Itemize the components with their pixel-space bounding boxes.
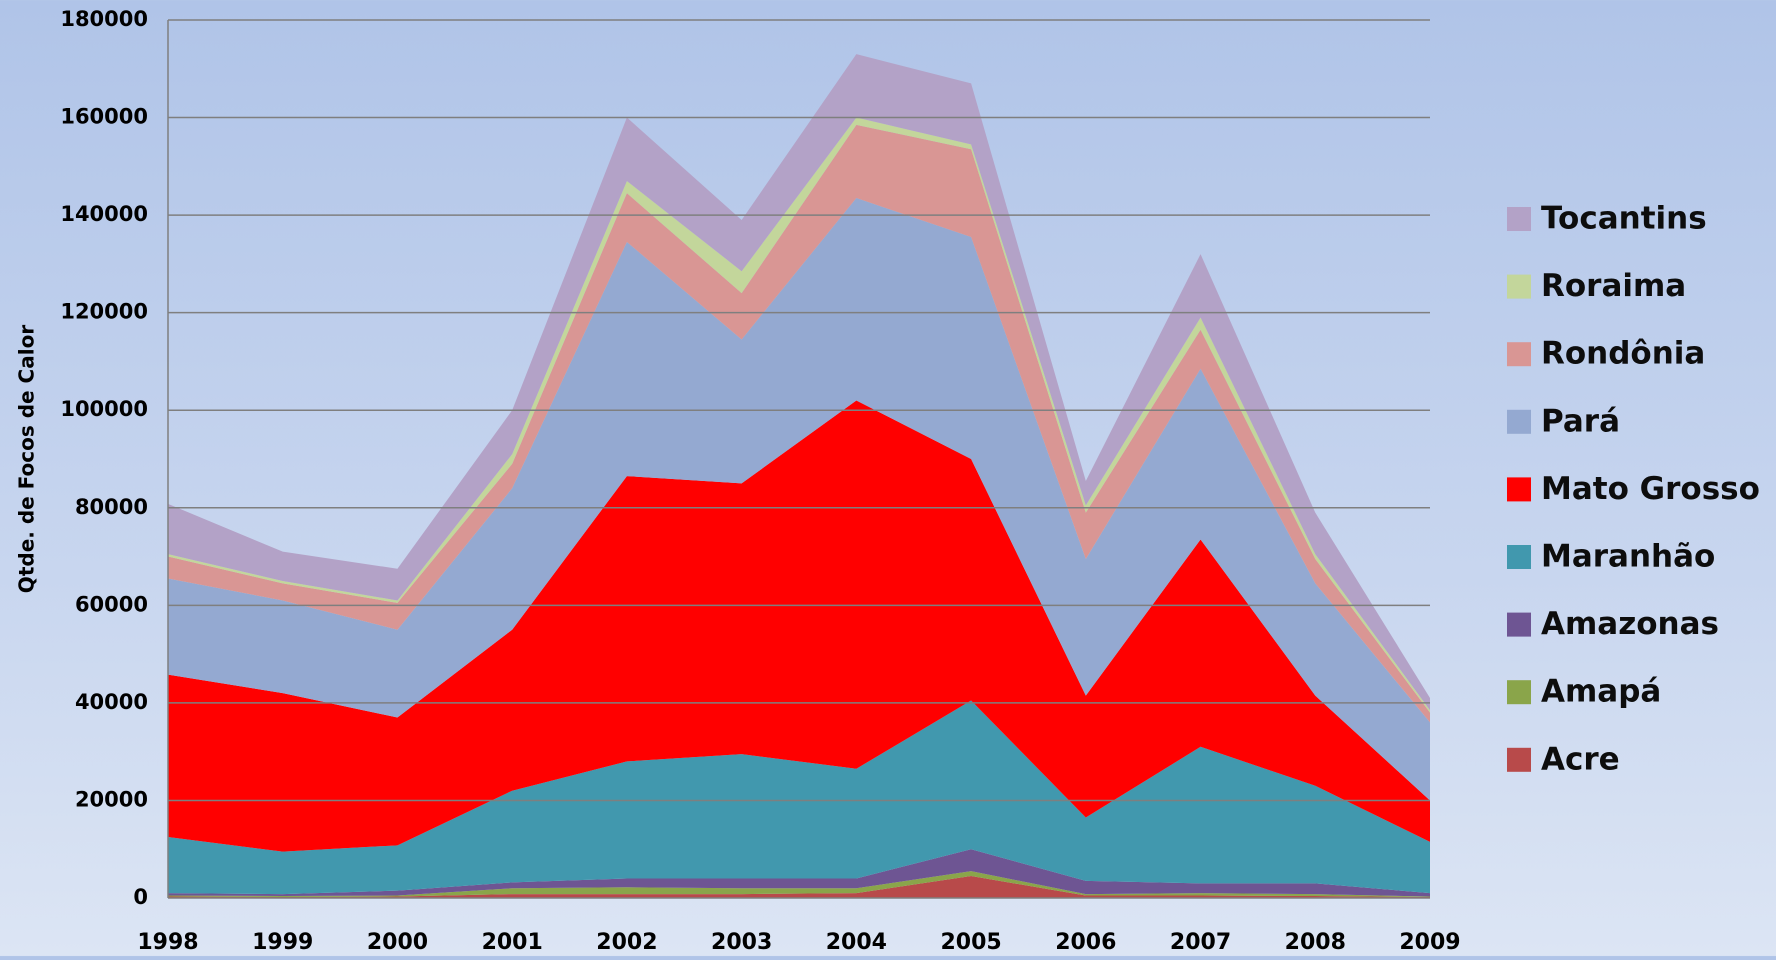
y-tick-label: 140000 bbox=[60, 202, 148, 226]
legend-swatch bbox=[1507, 747, 1531, 772]
legend-label: Rondônia bbox=[1541, 336, 1705, 372]
area bbox=[168, 54, 1430, 711]
legend-swatch bbox=[1507, 545, 1531, 569]
y-tick-label: 80000 bbox=[75, 495, 148, 519]
y-tick-label: 180000 bbox=[60, 7, 148, 31]
y-tick-label: 40000 bbox=[75, 690, 148, 714]
legend-swatch bbox=[1507, 409, 1531, 434]
y-tick-label: 100000 bbox=[60, 397, 148, 421]
legend-swatch bbox=[1507, 274, 1531, 299]
x-tick-label: 2007 bbox=[1170, 930, 1231, 955]
y-tick-label: 60000 bbox=[75, 592, 148, 616]
legend-label: Maranhão bbox=[1541, 539, 1715, 575]
area bbox=[168, 124, 1430, 723]
x-tick-label: 1999 bbox=[252, 930, 313, 955]
area bbox=[168, 849, 1430, 897]
legend-label: Acre bbox=[1541, 741, 1620, 777]
legend-swatch bbox=[1507, 207, 1531, 231]
y-axis-label: Qtde. de Focos de Calor bbox=[15, 325, 39, 594]
area bbox=[168, 198, 1430, 801]
legend-label: Pará bbox=[1541, 403, 1620, 439]
x-tick-label: 2005 bbox=[940, 930, 1001, 955]
legend-label: Amapá bbox=[1541, 674, 1661, 710]
x-tick-label: 2008 bbox=[1285, 930, 1346, 955]
area bbox=[168, 700, 1430, 895]
x-tick-label: 2004 bbox=[826, 930, 887, 955]
legend-label: Amazonas bbox=[1541, 606, 1719, 642]
legend-label: Roraima bbox=[1541, 268, 1686, 304]
legend-label: Tocantins bbox=[1541, 201, 1707, 237]
y-tick-label: 20000 bbox=[75, 787, 148, 811]
x-tick-label: 2001 bbox=[482, 930, 543, 955]
y-tick-label: 160000 bbox=[60, 105, 148, 129]
legend-swatch bbox=[1507, 612, 1531, 637]
area bbox=[168, 400, 1430, 852]
y-tick-label: 0 bbox=[133, 885, 148, 909]
y-tick-label: 120000 bbox=[60, 300, 148, 324]
x-tick-label: 2002 bbox=[596, 930, 657, 955]
area bbox=[168, 871, 1430, 898]
x-tick-label: 2000 bbox=[367, 930, 428, 955]
legend-label: Mato Grosso bbox=[1541, 471, 1760, 507]
legend-swatch bbox=[1507, 680, 1531, 705]
legend-swatch bbox=[1507, 342, 1531, 367]
legend-swatch bbox=[1507, 477, 1531, 502]
x-tick-label: 2009 bbox=[1399, 930, 1460, 955]
x-tick-label: 1998 bbox=[137, 930, 198, 955]
x-tick-label: 2006 bbox=[1055, 930, 1116, 955]
x-tick-label: 2003 bbox=[711, 930, 772, 955]
